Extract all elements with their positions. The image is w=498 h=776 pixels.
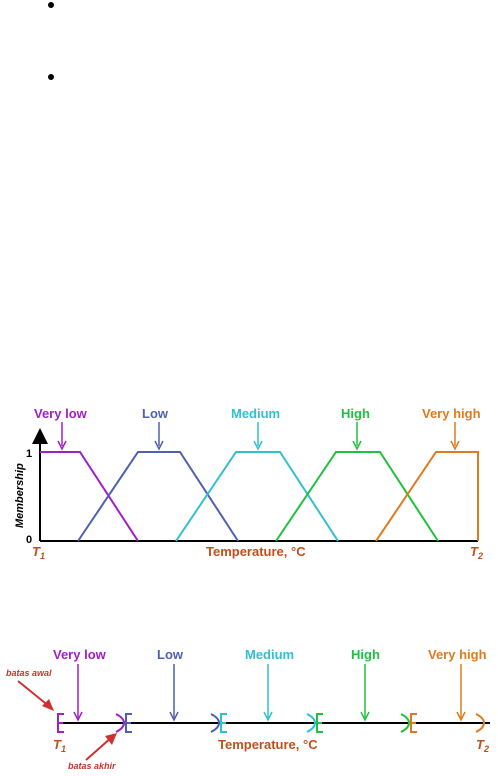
bottom-label-high: High <box>351 647 380 662</box>
bottom-label-very-low: Very low <box>53 647 107 662</box>
bracket-end-high <box>400 713 411 733</box>
top-membership-chart: Membership 1 0 Very low Low Medium High … <box>14 406 483 561</box>
top-label-high: High <box>341 406 370 421</box>
bracket-end-very-low <box>115 713 126 733</box>
bracket-start-medium <box>220 713 227 733</box>
bottom-t2-label: T2 <box>476 737 489 754</box>
bottom-label-low: Low <box>157 647 184 662</box>
top-arrowhead-very-low <box>57 440 67 451</box>
top-t1-label: T1 <box>32 544 45 561</box>
mf-low <box>77 451 239 542</box>
annotation-batas-akhir: batas akhir <box>68 761 116 771</box>
bottom-arrowhead-high <box>360 711 370 722</box>
bottom-arrowhead-low <box>169 711 179 722</box>
bracket-end-low <box>210 713 221 733</box>
mf-medium <box>175 451 339 542</box>
annotation-arrowhead-batas-akhir <box>105 733 117 745</box>
mf-high <box>275 451 439 542</box>
mf-very-low <box>40 451 139 542</box>
bracket-start-low <box>125 713 132 733</box>
bracket-start-high <box>316 713 323 733</box>
top-label-medium: Medium <box>231 406 280 421</box>
top-arrowhead-high <box>352 440 362 451</box>
top-label-very-low: Very low <box>34 406 88 421</box>
top-label-very-high: Very high <box>422 406 481 421</box>
top-x-axis-label: Temperature, °C <box>206 544 306 559</box>
bracket-end-very-high <box>475 713 486 733</box>
bottom-t1-label: T1 <box>53 737 66 754</box>
top-y-tick-0: 0 <box>26 534 32 546</box>
bottom-label-medium: Medium <box>245 647 294 662</box>
list-bullet-2 <box>48 74 54 80</box>
bottom-boundary-diagram: Very low Low Medium High Very high <box>6 647 490 771</box>
bracket-start-very-high <box>410 713 417 733</box>
bottom-arrowhead-very-high <box>456 711 466 722</box>
top-label-low: Low <box>142 406 169 421</box>
list-bullet-1 <box>48 2 54 8</box>
top-y-tick-1: 1 <box>26 448 32 460</box>
bottom-x-axis-label: Temperature, °C <box>218 737 318 752</box>
annotation-batas-awal: batas awal <box>6 668 52 678</box>
annotation-arrow-batas-akhir <box>85 736 113 761</box>
top-arrowhead-medium <box>253 440 263 451</box>
bracket-end-medium <box>306 713 317 733</box>
bracket-start-very-low <box>57 713 64 733</box>
top-t2-label: T2 <box>470 544 483 561</box>
top-arrowhead-low <box>154 440 164 451</box>
top-y-axis-label: Membership <box>14 463 26 528</box>
mf-very-high <box>375 451 479 542</box>
bottom-arrowhead-very-low <box>73 711 83 722</box>
bottom-arrowhead-medium <box>263 711 273 722</box>
top-arrowhead-very-high <box>450 440 460 451</box>
annotation-arrowhead-batas-awal <box>42 699 54 711</box>
annotation-arrow-batas-awal <box>17 680 51 708</box>
bottom-label-very-high: Very high <box>428 647 487 662</box>
